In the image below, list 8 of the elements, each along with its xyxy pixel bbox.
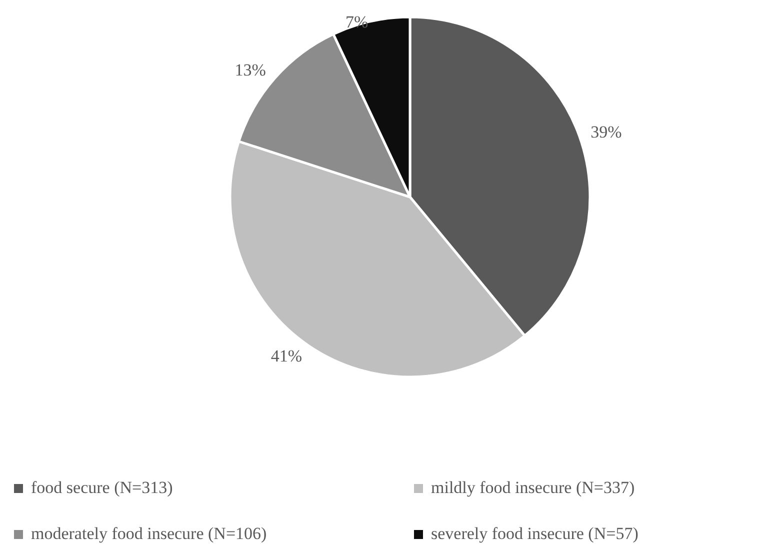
legend-label: food secure (N=313): [31, 478, 173, 498]
legend-label: severely food insecure (N=57): [431, 524, 638, 544]
data-label: 13%: [234, 60, 266, 80]
legend-label: moderately food insecure (N=106): [31, 524, 267, 544]
data-label: 7%: [345, 12, 368, 32]
legend-label: mildly food insecure (N=337): [431, 478, 635, 498]
data-label: 39%: [590, 122, 622, 142]
data-label: 41%: [270, 346, 302, 366]
